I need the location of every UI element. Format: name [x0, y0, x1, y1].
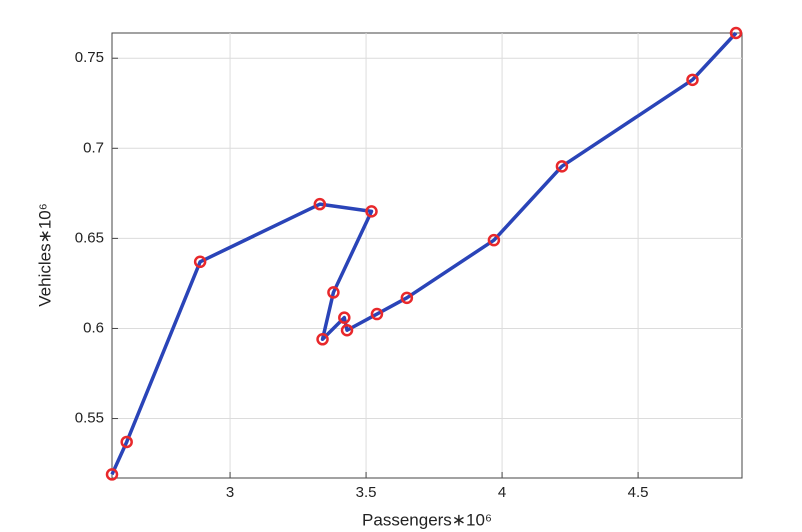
data-point — [686, 73, 699, 87]
data-point — [365, 205, 378, 218]
y-tick-label: 0.7 — [83, 139, 104, 156]
x-tick-label: 4.5 — [628, 484, 649, 501]
data-point — [120, 435, 133, 449]
data-point — [370, 307, 384, 321]
data-point — [487, 233, 501, 247]
y-tick-label: 0.6 — [83, 319, 104, 336]
x-tick-label: 3.5 — [356, 484, 377, 501]
data-point — [340, 324, 354, 337]
x-axis-label: Passengers∗10⁶ — [362, 510, 492, 529]
y-tick-label: 0.55 — [75, 410, 104, 427]
y-tick-label: 0.65 — [75, 229, 104, 246]
data-point — [105, 468, 119, 481]
series-line — [110, 31, 738, 476]
y-tick-label: 0.75 — [75, 49, 104, 66]
data-point — [338, 311, 351, 324]
data-point — [400, 291, 414, 305]
data-point — [555, 160, 569, 173]
data-point — [316, 333, 329, 346]
plot-area — [111, 32, 743, 479]
x-tick-label: 3 — [226, 484, 234, 501]
x-tick-label: 4 — [498, 484, 506, 501]
data-point — [327, 286, 340, 299]
data-point — [729, 26, 743, 40]
data-point — [313, 197, 327, 211]
y-axis-label: Vehicles∗10⁶ — [35, 203, 54, 306]
data-point — [193, 255, 207, 269]
